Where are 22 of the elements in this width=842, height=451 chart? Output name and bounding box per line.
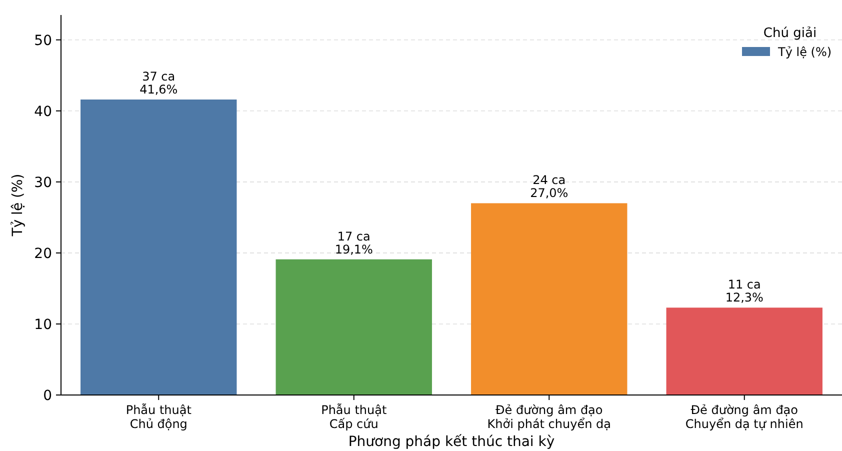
x-tick-label: Phẫu thuật Cấp cứu — [321, 403, 387, 431]
data-label: 37 ca 41,6% — [140, 70, 178, 97]
legend-title: Chú giải — [763, 26, 817, 41]
y-tick-label: 40 — [34, 104, 52, 120]
bar — [666, 308, 822, 395]
bar — [276, 259, 432, 395]
data-label: 24 ca 27,0% — [530, 173, 568, 200]
bar — [80, 100, 237, 395]
bar — [471, 203, 628, 395]
x-tick-label: Đẻ đường âm đạo Chuyển dạ tự nhiên — [685, 403, 804, 431]
y-tick-label: 50 — [34, 32, 52, 49]
x-axis-title: Phương pháp kết thúc thai kỳ — [348, 434, 555, 450]
x-tick-label: Đẻ đường âm đạo Khởi phát chuyển dạ — [487, 403, 611, 431]
y-tick-label: 30 — [34, 174, 52, 191]
y-tick-label: 0 — [43, 388, 52, 404]
y-tick-label: 10 — [34, 316, 52, 333]
data-label: 11 ca 12,3% — [725, 278, 764, 305]
y-axis-title: Tỷ lệ (%) — [10, 174, 26, 238]
y-tick-label: 20 — [34, 246, 52, 262]
legend-label: Tỷ lệ (%) — [777, 45, 832, 59]
x-tick-label: Phẫu thuật Chủ động — [126, 403, 192, 431]
data-label: 17 ca 19,1% — [334, 229, 373, 256]
